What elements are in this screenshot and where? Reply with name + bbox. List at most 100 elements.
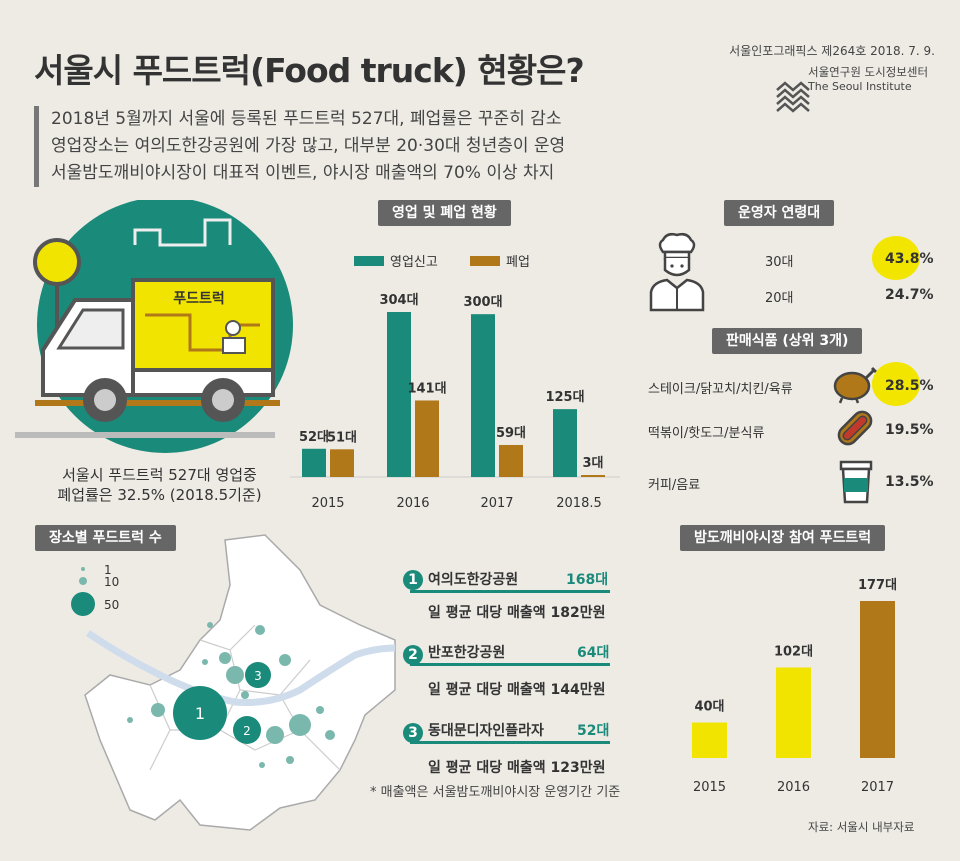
biz-bar-label-2016-1: 304대 [379,293,418,308]
biz-bar-2016-2 [415,400,439,477]
biz-tick-2018.5: 2018.5 [556,496,602,511]
section-title-business: 영업 및 폐업 현황 [378,200,511,226]
night-bar-label-2016: 102대 [774,645,813,660]
map-marker-1 [173,686,227,740]
truck-caption-line1: 서울시 푸드트럭 527대 영업중 [62,466,257,484]
truck-caption-line2: 폐업률은 32.5% (2018.5기준) [57,486,262,504]
food-label-meat: 스테이크/닭꼬치/치킨/육류 [648,382,793,397]
place-rank-1: 1 [403,570,423,590]
place-underline-2 [410,663,610,666]
seoul-map: 1 2 3 1 10 50 [71,534,396,831]
place-count-2: 64대 [577,645,610,661]
biz-tick-2016: 2016 [396,496,429,511]
biz-tick-2015: 2015 [311,496,344,511]
place-sales-1: 일 평균 대당 매출액 182만원 [428,605,606,621]
biz-bar-label-2018.5-2: 3대 [582,456,603,471]
biz-bar-label-2015-1: 52대 [299,430,329,445]
hotdog-icon [837,410,873,446]
place-name-2: 반포한강공원 [428,645,506,661]
legend-label-2: 폐업 [506,255,530,270]
summary-line-1: 2018년 5월까지 서울에 등록된 푸드트럭 527대, 폐업률은 꾸준히 감… [51,109,562,129]
biz-bar-2015-2 [330,449,354,477]
biz-tick-2017: 2017 [480,496,513,511]
biz-bar-2016-1 [387,312,411,477]
truck-caption: 서울시 푸드트럭 527대 영업중 폐업률은 32.5% (2018.5기준) [22,465,297,505]
age-value-20s: 24.7% [885,287,934,303]
summary-line-3: 서울밤도깨비야시장이 대표적 이벤트, 야시장 매출액의 70% 이상 차지 [51,163,555,183]
place-rank-3: 3 [403,723,423,743]
place-underline-3 [410,741,610,744]
food-value-meat: 28.5% [885,378,934,394]
chicken-icon [833,366,878,404]
truck-sign [163,287,235,307]
places-note: * 매출액은 서울밤도깨비야시장 운영기간 기준 [370,785,621,800]
night-bar-2015 [692,722,727,758]
biz-bar-2017-1 [471,314,495,477]
seoul-institute-logo-icon [776,81,810,113]
food-label-snack: 떡볶이/핫도그/분식류 [648,426,765,441]
age-label-30s: 30대 [765,255,794,270]
legend-dot-10 [79,577,87,585]
place-underline-1 [410,590,610,593]
map-outline [84,534,396,831]
map-marker-2-label: 2 [243,724,251,738]
legend-label-1: 1 [104,563,112,577]
age-label-20s: 20대 [765,291,794,306]
biz-bar-label-2016-2: 141대 [407,381,446,396]
page-title: 서울시 푸드트럭(Food truck) 현황은? [34,51,585,90]
place-sales-2: 일 평균 대당 매출액 144만원 [428,682,606,698]
map-marker-3-label: 3 [254,669,262,683]
legend-swatch-1 [354,256,384,266]
night-tick-2017: 2017 [861,780,894,795]
section-title-food: 판매식품 (상위 3개) [712,328,863,354]
night-bar-2016 [776,667,811,758]
legend-dot-50 [71,592,95,616]
org-korean: 서울연구원 도시정보센터 [808,65,929,79]
place-count-3: 52대 [577,723,610,739]
chef-icon [649,232,705,312]
place-rank-2: 2 [403,645,423,665]
place-count-1: 168대 [566,572,609,588]
food-label-coffee: 커피/음료 [648,478,701,493]
section-title-age: 운영자 연령대 [724,200,835,226]
summary-line-2: 영업장소는 여의도한강공원에 가장 많고, 대부분 20·30대 청년층이 운영 [51,136,566,156]
map-marker-1-label: 1 [195,704,205,723]
map-small-dots [127,622,335,768]
legend-dot-1 [81,567,85,571]
biz-bar-2018.5-1 [553,409,577,477]
food-truck-illustration: 푸드트럭 [15,200,293,453]
map-marker-3 [245,662,271,688]
food-value-snack: 19.5% [885,422,934,438]
legend-label-1: 영업신고 [390,255,438,270]
biz-bar-label-2017-2: 59대 [496,426,526,441]
org-english: The Seoul Institute [808,80,912,93]
night-bar-label-2015: 40대 [694,700,724,715]
section-title-night-market: 밤도깨비야시장 참여 푸드트럭 [680,525,886,551]
biz-bar-label-2018.5-1: 125대 [545,390,584,405]
legend-label-10: 10 [104,575,119,589]
publication-info: 서울인포그래픽스 제264호 2018. 7. 9. [729,44,935,58]
age-value-30s: 43.8% [885,251,934,267]
biz-bar-2018.5-2 [581,475,605,477]
age-highlight-circle [872,236,920,280]
legend-swatch-2 [470,256,500,266]
legend-label-50: 50 [104,598,119,612]
night-bar-2017 [860,601,895,758]
food-highlight-circle [872,362,920,406]
han-river [86,630,396,706]
coffee-cup-icon [839,460,873,504]
biz-bar-label-2017-1: 300대 [463,295,502,310]
truck-sign-text: 푸드트럭 [173,291,225,307]
section-title-places: 장소별 푸드트럭 수 [35,525,176,551]
summary-block: 2018년 5월까지 서울에 등록된 푸드트럭 527대, 폐업률은 꾸준히 감… [34,106,565,187]
night-market-bar-chart: 40대 2015 102대 2016 177대 2017 [692,578,897,795]
tree-icon [33,238,81,286]
biz-bar-label-2015-2: 51대 [327,430,357,445]
biz-bar-2017-2 [499,444,523,477]
night-bar-label-2017: 177대 [858,578,897,593]
biz-bar-2015-1 [302,448,326,477]
night-tick-2016: 2016 [777,780,810,795]
place-name-1: 여의도한강공원 [428,572,519,588]
place-name-3: 동대문디자인플라자 [428,723,544,739]
food-value-coffee: 13.5% [885,474,934,490]
